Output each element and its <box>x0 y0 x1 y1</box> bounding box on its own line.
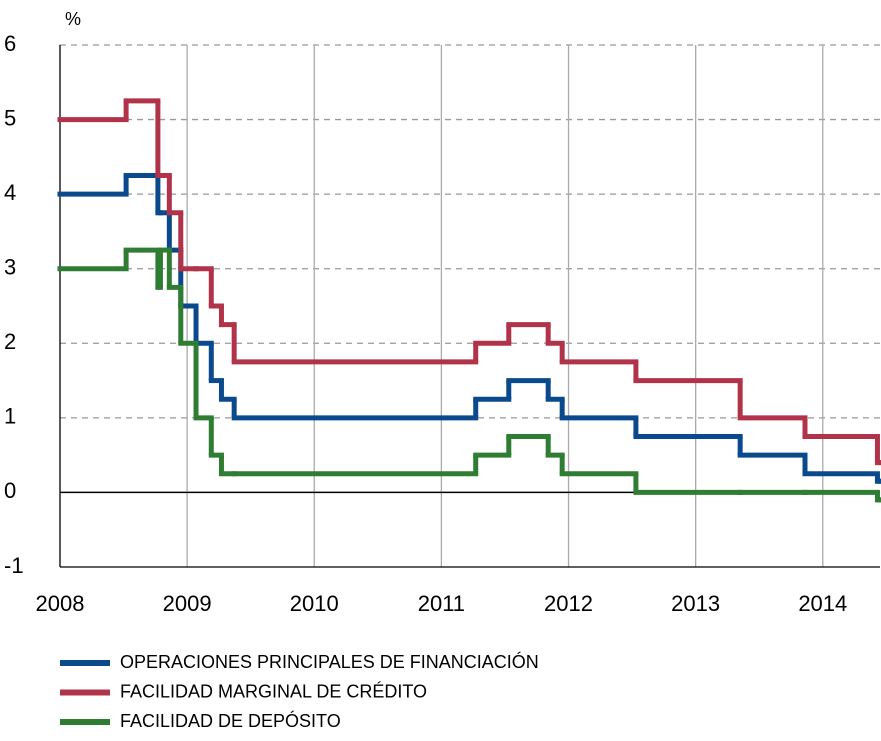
legend-label: OPERACIONES PRINCIPALES DE FINANCIACIÓN <box>120 651 539 672</box>
legend-label: FACILIDAD DE DEPÓSITO <box>120 710 341 731</box>
x-tick-label: 2009 <box>163 591 212 616</box>
y-tick-label: 3 <box>4 255 16 280</box>
y-tick-label: 4 <box>4 180 16 205</box>
y-tick-label: 0 <box>4 478 16 503</box>
x-tick-label: 2012 <box>544 591 593 616</box>
x-tick-label: 2011 <box>418 591 465 616</box>
x-tick-label: 2008 <box>36 591 85 616</box>
y-tick-label: 5 <box>4 105 16 130</box>
y-axis-label: % <box>65 9 81 29</box>
x-tick-label: 2010 <box>290 591 339 616</box>
x-tick-label: 2014 <box>798 591 847 616</box>
y-tick-label: -1 <box>4 553 24 578</box>
y-tick-label: 6 <box>4 31 16 56</box>
legend-label: FACILIDAD MARGINAL DE CRÉDITO <box>120 681 427 701</box>
x-tick-label: 2013 <box>671 591 720 616</box>
y-tick-label: 2 <box>4 329 16 354</box>
y-tick-label: 1 <box>4 404 16 429</box>
